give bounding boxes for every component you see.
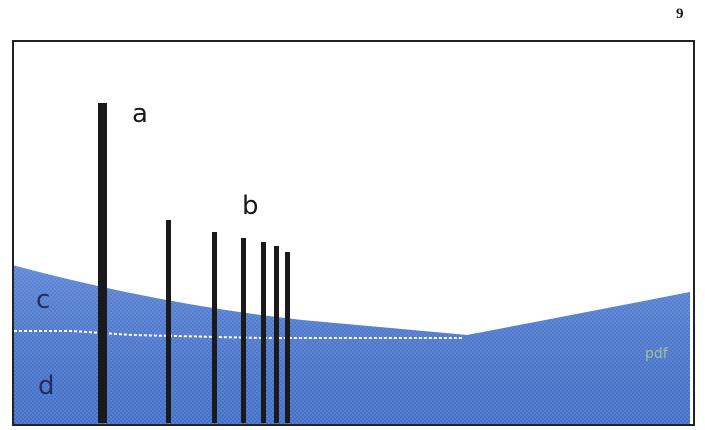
figure-border: [12, 40, 695, 426]
stake-b6: [285, 252, 290, 423]
diagram-svg: a b c d pdf: [12, 40, 695, 426]
label-d: d: [38, 371, 55, 401]
stake-b5: [274, 246, 279, 423]
page-number: 9: [676, 6, 684, 22]
label-a: a: [132, 99, 148, 129]
diagram-figure: a b c d pdf: [12, 40, 696, 426]
label-c: c: [36, 285, 50, 315]
water-shading: [12, 265, 690, 426]
stake-a: [98, 103, 107, 423]
label-b: b: [242, 191, 259, 221]
stake-b2: [212, 232, 217, 423]
stake-b3: [241, 238, 246, 423]
stake-b1: [166, 220, 171, 423]
stake-b4: [261, 242, 266, 423]
label-ghost: pdf: [645, 346, 669, 362]
